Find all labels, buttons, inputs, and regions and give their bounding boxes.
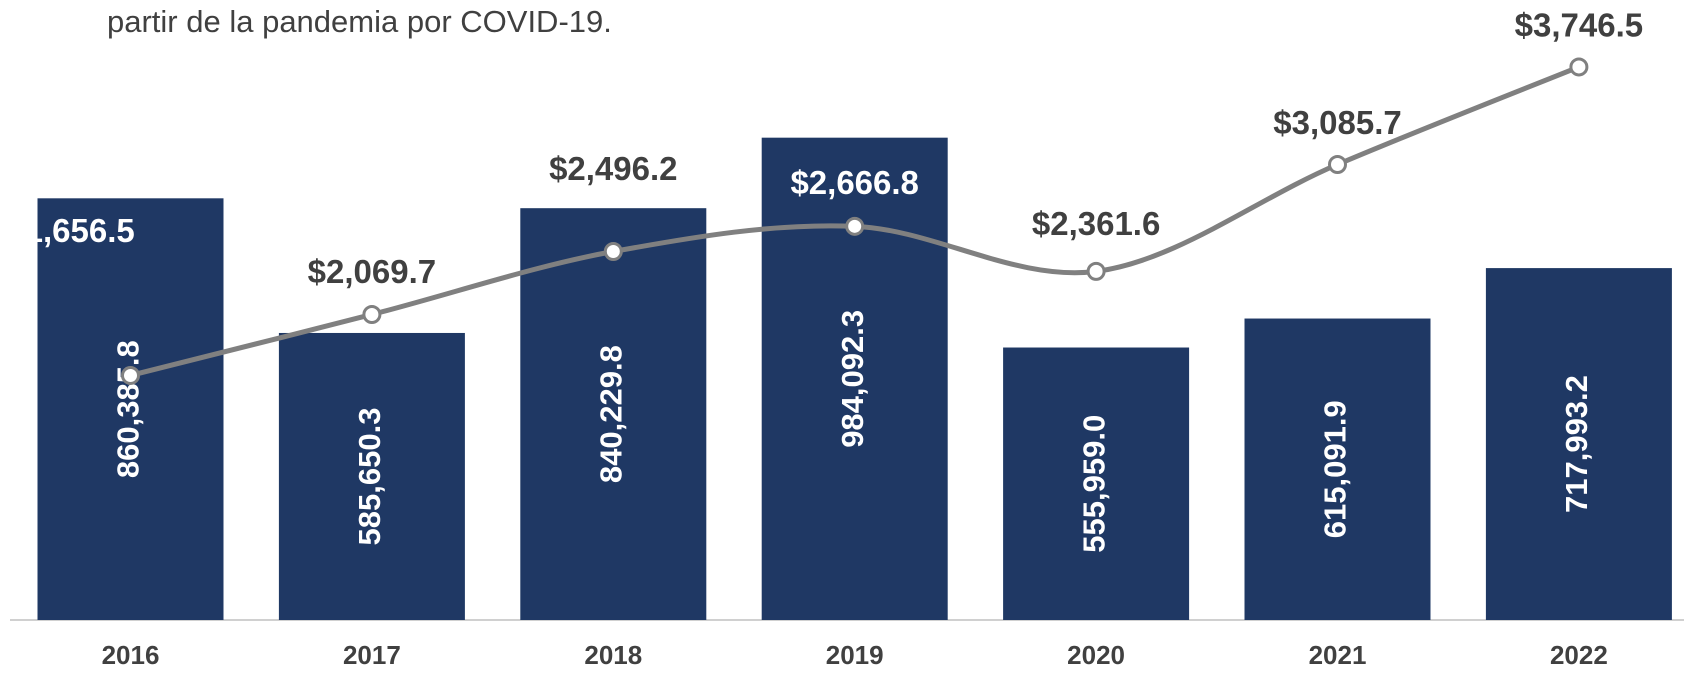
line-value-label: $1,656.5 [6, 212, 134, 249]
line-marker [1328, 154, 1347, 174]
x-tick-label: 2022 [1550, 640, 1608, 670]
bar [37, 198, 224, 620]
x-tick-label: 2021 [1309, 640, 1367, 670]
line-marker [603, 242, 623, 262]
line-marker [121, 365, 140, 385]
line-marker [362, 304, 382, 324]
bar [1244, 318, 1431, 620]
x-tick-label: 2019 [826, 640, 884, 670]
line-marker [1086, 261, 1106, 281]
chart-subtitle: partir de la pandemia por COVID-19. [107, 4, 612, 39]
line-value-label: $2,069.7 [308, 253, 436, 290]
bar-value-label: 840,229.8 [593, 345, 628, 483]
bar-value-label: 984,092.3 [835, 310, 870, 448]
line-value-label: $3,746.5 [1515, 7, 1643, 44]
x-tick-label: 2020 [1067, 640, 1125, 670]
bar-value-label: 860,385.8 [111, 340, 146, 478]
bar-value-label: 717,993.2 [1559, 375, 1594, 513]
line-marker [845, 216, 865, 236]
bar [1485, 268, 1672, 620]
line-value-label: $2,496.2 [549, 150, 677, 187]
x-tick-label: 2018 [584, 640, 642, 670]
bar [1003, 347, 1190, 620]
bar-value-label: 585,650.3 [352, 408, 387, 546]
line-value-label: $2,361.6 [1032, 205, 1160, 242]
bar [520, 208, 707, 621]
bar [278, 332, 465, 620]
line-value-label: $3,085.7 [1273, 104, 1401, 141]
bar-value-label: 555,959.0 [1076, 415, 1111, 553]
line-marker [1569, 57, 1589, 77]
line-value-label: $2,666.8 [790, 164, 918, 201]
x-tick-label: 2016 [102, 640, 160, 670]
x-tick-label: 2017 [343, 640, 401, 670]
bar-value-label: 615,091.9 [1318, 400, 1353, 538]
